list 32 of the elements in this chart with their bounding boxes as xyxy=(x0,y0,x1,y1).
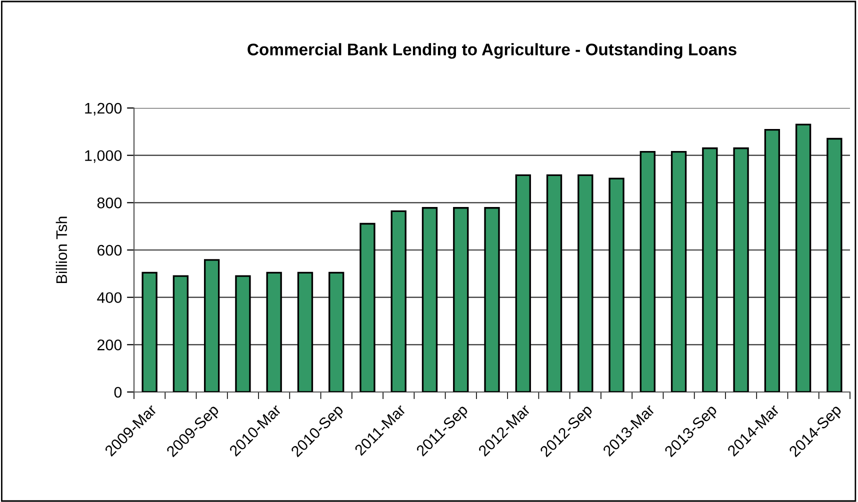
bar xyxy=(578,174,594,392)
bar xyxy=(546,174,562,392)
y-tick-label: 200 xyxy=(97,340,122,350)
y-tick-label: 0 xyxy=(114,386,122,398)
y-tick-label: 1,200 xyxy=(85,102,122,116)
bar xyxy=(297,272,314,392)
bar xyxy=(390,210,406,392)
bar xyxy=(328,272,344,392)
bar xyxy=(172,275,189,392)
bar xyxy=(702,147,718,392)
bar xyxy=(422,207,438,392)
bar xyxy=(484,207,500,392)
bar xyxy=(266,272,282,392)
bar xyxy=(733,147,749,392)
bar xyxy=(515,174,531,392)
chart-title: Commercial Bank Lending to Agriculture - Outstanding Loans xyxy=(248,43,736,59)
y-tick-label: 1,000 xyxy=(85,150,122,163)
y-tick-label: 600 xyxy=(97,244,122,256)
bar xyxy=(360,222,376,392)
y-tick-label: 400 xyxy=(97,292,122,304)
bar xyxy=(670,150,687,392)
bar xyxy=(826,138,842,392)
bar xyxy=(608,178,624,392)
bar xyxy=(640,150,656,392)
bar xyxy=(795,124,812,392)
y-axis-title: Billion Tsh xyxy=(56,216,68,283)
bar xyxy=(764,128,780,392)
bar xyxy=(204,259,220,392)
bar xyxy=(235,275,251,392)
y-tick-label: 800 xyxy=(97,198,122,208)
bar xyxy=(142,272,158,392)
bar xyxy=(453,207,469,392)
